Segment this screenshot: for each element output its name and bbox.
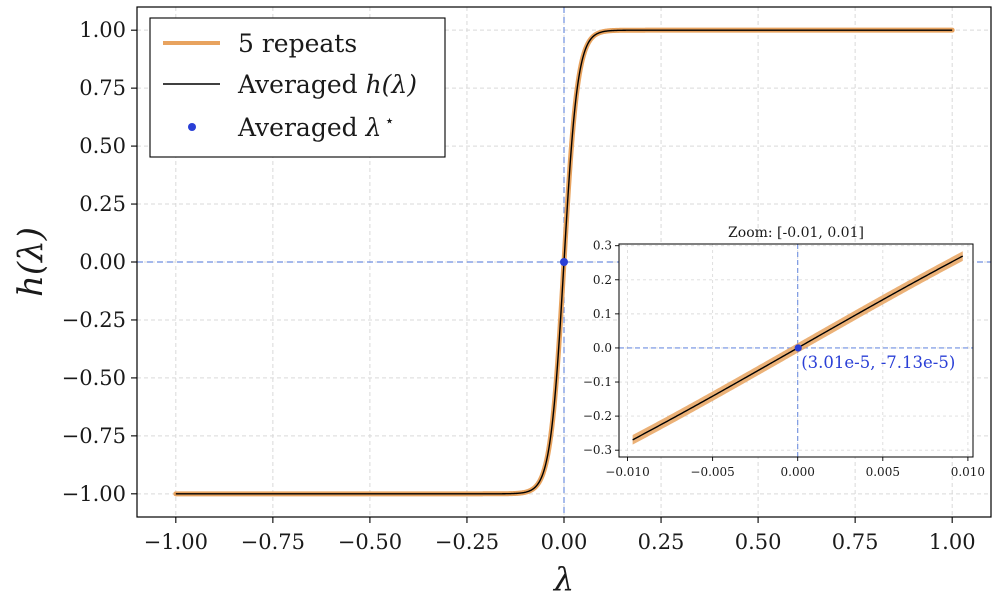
inset-y-tick-label: 0.1 [593, 307, 612, 321]
inset-y-tick-label: 0.3 [593, 239, 612, 253]
main-y-tick-label: 1.00 [79, 18, 126, 42]
inset-y-tick-label: −0.3 [583, 443, 612, 457]
inset-title: Zoom: [-0.01, 0.01] [728, 225, 864, 241]
inset-x-tick-label: −0.005 [690, 465, 734, 479]
main-x-axis-label: λ [552, 560, 574, 598]
main-x-tick-label: −0.25 [435, 530, 499, 554]
inset-x-tick-label: 0.000 [781, 465, 815, 479]
inset-y-tick-label: 0.2 [593, 273, 612, 287]
main-y-tick-label: 0.75 [79, 76, 126, 100]
inset-axes-frame [618, 243, 974, 458]
inset-point-annotation: (3.01e-5, -7.13e-5) [801, 353, 955, 372]
inset-y-tick-label: −0.2 [583, 409, 612, 423]
inset-x-tick-label: 0.010 [951, 465, 985, 479]
inset-grid [619, 244, 973, 457]
legend-label-averaged-point: Averaged λ ⋆ [237, 111, 394, 142]
main-y-tick-label: 0.25 [79, 192, 126, 216]
inset-x-tick-label: −0.010 [605, 465, 649, 479]
inset-root-point [794, 344, 802, 352]
legend-label-averaged-line: Averaged h(λ) [237, 70, 417, 99]
legend-swatch-averaged-point [188, 123, 196, 131]
inset-x-ticks: −0.010 −0.005 0.000 0.005 0.010 [605, 457, 985, 479]
main-y-tick-label: 0.50 [79, 134, 126, 158]
inset-y-ticks: −0.3 −0.2 −0.1 0.0 0.1 0.2 0.3 [583, 239, 619, 457]
main-x-tick-label: 0.75 [832, 530, 879, 554]
main-x-ticks: −1.00 −0.75 −0.50 −0.25 0.00 0.25 0.50 0.75 1.00 [144, 517, 976, 554]
legend: 5 repeats Averaged h(λ) Averaged λ ⋆ [149, 17, 446, 158]
main-x-tick-label: −1.00 [144, 530, 208, 554]
main-y-ticks: −1.00 −0.75 −0.50 −0.25 0.00 0.25 0.50 0.75 1.00 [62, 18, 137, 506]
inset-y-tick-label: 0.0 [593, 341, 612, 355]
main-y-tick-label: −0.25 [62, 308, 126, 332]
main-x-tick-label: 1.00 [929, 530, 976, 554]
main-y-tick-label: −0.75 [62, 424, 126, 448]
main-x-tick-label: 0.25 [638, 530, 685, 554]
main-x-tick-label: −0.50 [338, 530, 402, 554]
main-x-tick-label: 0.00 [541, 530, 588, 554]
main-x-tick-label: 0.50 [735, 530, 782, 554]
legend-label-repeats: 5 repeats [238, 29, 357, 58]
main-y-tick-label: 0.00 [79, 250, 126, 274]
main-y-tick-label: −1.00 [62, 482, 126, 506]
main-x-tick-label: −0.75 [241, 530, 305, 554]
main-y-tick-label: −0.50 [62, 366, 126, 390]
inset-y-tick-label: −0.1 [583, 375, 612, 389]
main-root-point [560, 258, 568, 266]
main-y-axis-label: h(λ) [11, 227, 51, 297]
inset-x-tick-label: 0.005 [866, 465, 900, 479]
inset-plot: −0.010 −0.005 0.000 0.005 0.010 −0.3 −0.2 −0.1… [583, 225, 985, 479]
